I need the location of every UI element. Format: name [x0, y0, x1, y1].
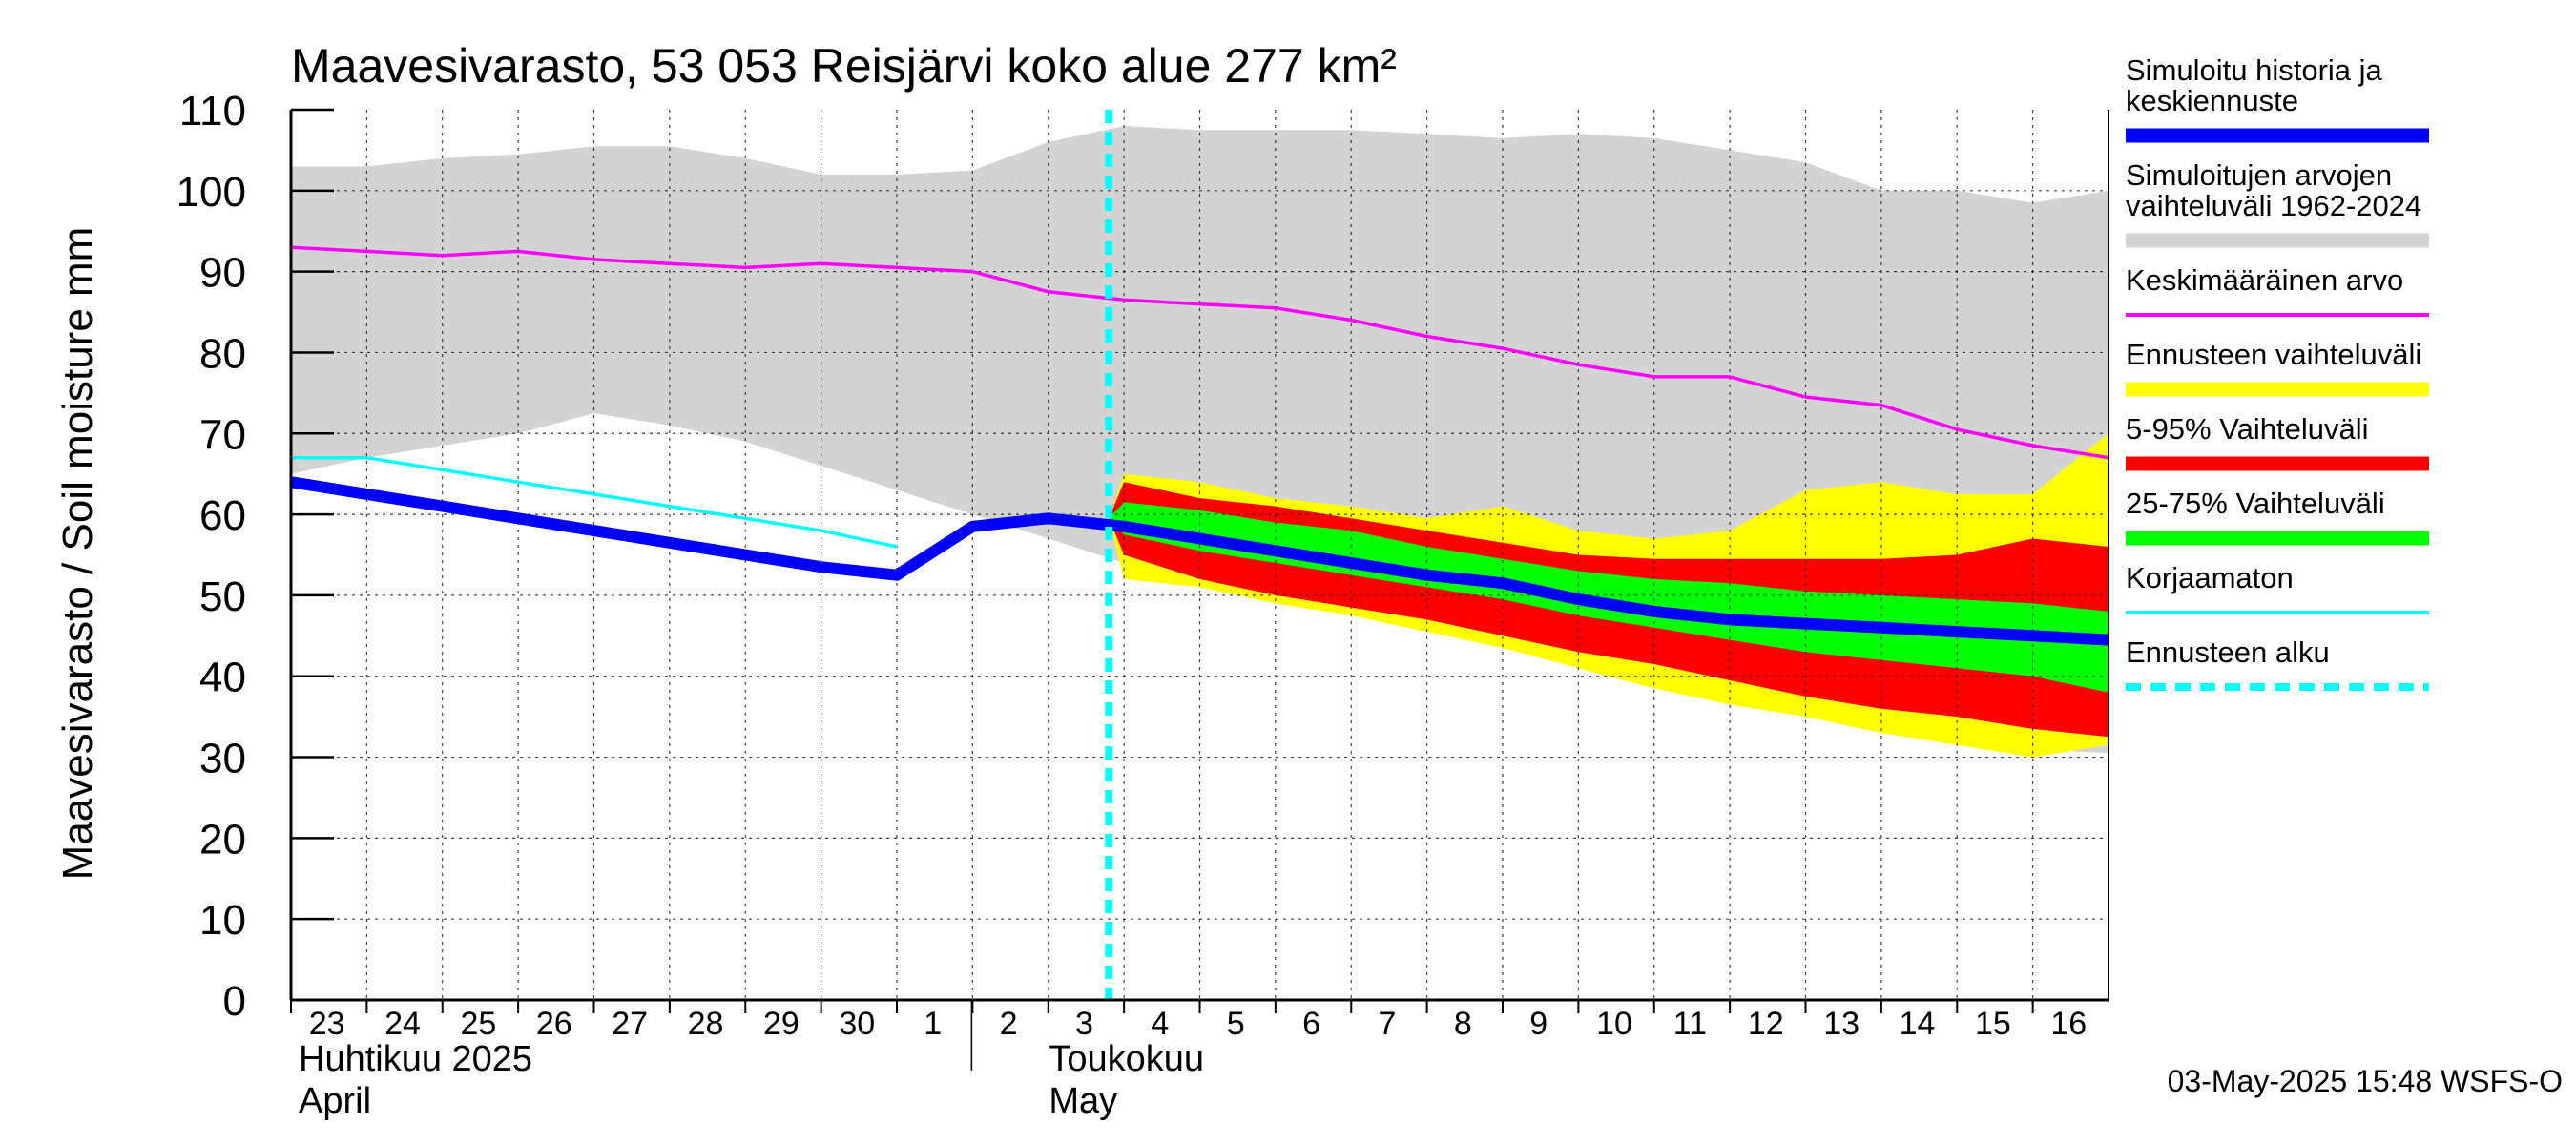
x-day-label: 28: [688, 1006, 724, 1042]
month-label-en: May: [1049, 1081, 1117, 1121]
series-line-2: [290, 476, 2109, 646]
x-day-label: 26: [536, 1006, 572, 1042]
x-day-label: 5: [1227, 1006, 1245, 1042]
y-axis-label: Maavesivarasto / Soil moisture mm: [54, 227, 101, 881]
y-tick-label: 100: [177, 169, 246, 216]
legend: Simuloitu historia jakeskiennusteSimuloi…: [2126, 53, 2429, 691]
y-tick-label: 20: [199, 816, 246, 863]
legend-label: Korjaamaton: [2126, 561, 2294, 594]
x-day-label: 9: [1529, 1006, 1548, 1042]
legend-label: vaihteluväli 1962-2024: [2126, 189, 2421, 222]
y-tick-label: 30: [199, 736, 246, 782]
month-label-fi: Toukokuu: [1049, 1039, 1204, 1079]
x-day-label: 16: [2050, 1006, 2087, 1042]
x-day-label: 30: [839, 1006, 875, 1042]
legend-label: Ennusteen vaihteluväli: [2126, 338, 2421, 371]
legend-item-7: Ennusteen alku: [2126, 635, 2429, 691]
legend-item-5: 25-75% Vaihteluväli: [2126, 487, 2429, 546]
x-day-label: 6: [1302, 1006, 1320, 1042]
series-line-1: [291, 455, 898, 549]
chart-title: Maavesivarasto, 53 053 Reisjärvi koko al…: [291, 39, 1397, 93]
legend-item-2: Keskimääräinen arvo: [2126, 263, 2429, 317]
month-label-en: April: [299, 1081, 371, 1121]
y-tick-label: 0: [223, 978, 246, 1025]
y-tick-label: 60: [199, 492, 246, 539]
legend-label: 25-75% Vaihteluväli: [2126, 487, 2385, 520]
x-day-label: 10: [1596, 1006, 1632, 1042]
x-day-label: 27: [612, 1006, 648, 1042]
band-3: [1109, 502, 2109, 693]
legend-label: keskiennuste: [2126, 84, 2298, 117]
x-day-label: 7: [1378, 1006, 1396, 1042]
x-day-label: 29: [763, 1006, 800, 1042]
timestamp-footer: 03-May-2025 15:48 WSFS-O: [2168, 1064, 2563, 1098]
legend-item-4: 5-95% Vaihteluväli: [2126, 412, 2429, 471]
x-day-label: 25: [461, 1006, 497, 1042]
x-day-label: 24: [384, 1006, 421, 1042]
legend-label: Keskimääräinen arvo: [2126, 263, 2403, 297]
x-day-label: 1: [924, 1006, 942, 1042]
y-tick-label: 50: [199, 573, 246, 620]
x-day-label: 8: [1454, 1006, 1472, 1042]
legend-label: Simuloitujen arvojen: [2126, 158, 2392, 192]
x-day-label: 23: [309, 1006, 345, 1042]
y-tick-label: 90: [199, 250, 246, 297]
month-label-fi: Huhtikuu 2025: [299, 1039, 532, 1079]
x-day-label: 11: [1673, 1006, 1707, 1042]
x-day-label: 14: [1900, 1006, 1936, 1042]
legend-label: Ennusteen alku: [2126, 635, 2330, 669]
y-tick-label: 110: [179, 88, 246, 135]
x-day-label: 3: [1075, 1006, 1093, 1042]
x-day-label: 15: [1975, 1006, 2011, 1042]
legend-label: 5-95% Vaihteluväli: [2126, 412, 2368, 446]
y-tick-label: 10: [199, 897, 246, 944]
legend-item-3: Ennusteen vaihteluväli: [2126, 338, 2429, 397]
x-day-label: 4: [1151, 1006, 1169, 1042]
y-tick-label: 40: [199, 655, 246, 701]
x-day-label: 13: [1823, 1006, 1859, 1042]
x-day-label: 12: [1748, 1006, 1784, 1042]
x-day-label: 2: [1000, 1006, 1018, 1042]
legend-label: Simuloitu historia ja: [2126, 53, 2383, 87]
y-tick-label: 70: [199, 411, 246, 458]
plot-area: [290, 110, 2109, 1000]
y-tick-label: 80: [199, 330, 246, 377]
legend-item-6: Korjaamaton: [2126, 561, 2429, 614]
series-line-0: [290, 245, 2109, 460]
